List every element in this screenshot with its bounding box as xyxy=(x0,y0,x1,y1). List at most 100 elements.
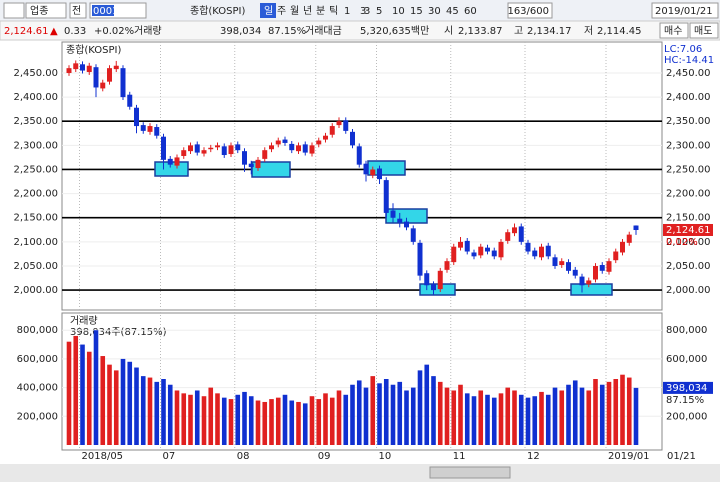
period: 분 xyxy=(316,5,325,17)
y-tick-label: 2,350.00 xyxy=(13,116,58,127)
volume-bar xyxy=(343,394,349,445)
volume-bar xyxy=(221,397,227,445)
volume-bar xyxy=(397,381,403,445)
y-tick-label-right: 2,250.00 xyxy=(666,164,711,175)
volume-tick-label: 400,000 xyxy=(17,383,58,394)
volume-bar xyxy=(437,381,443,445)
candle-body xyxy=(181,150,187,156)
candle-body xyxy=(471,252,477,257)
price-panel xyxy=(61,41,663,311)
volume-bar xyxy=(491,397,497,445)
candle-body xyxy=(113,65,119,70)
candle-body xyxy=(86,65,92,73)
info-change: 0.33 xyxy=(64,26,86,37)
code: 0001 xyxy=(93,6,118,17)
volume-bar xyxy=(417,370,423,445)
candle-body xyxy=(228,145,234,155)
market-select[interactable] xyxy=(25,2,67,19)
volume-bar xyxy=(431,376,436,445)
mode-button[interactable] xyxy=(69,2,87,19)
highlight-box xyxy=(251,161,291,178)
interval: 5 xyxy=(376,6,382,17)
volume-bar xyxy=(127,361,133,445)
volume-bar xyxy=(356,380,362,445)
volume-bar xyxy=(269,399,274,445)
candle-body xyxy=(626,234,632,243)
candle-body xyxy=(161,136,166,160)
candle-body xyxy=(275,140,281,145)
candle-body xyxy=(620,241,625,253)
volume-bar xyxy=(471,396,477,445)
candle-body xyxy=(518,226,524,242)
volume-bar xyxy=(107,364,112,445)
market: 업종 xyxy=(30,4,48,17)
volume-bar xyxy=(255,400,261,445)
candle-body xyxy=(606,261,612,272)
sell-button[interactable] xyxy=(689,22,719,39)
volume-bar xyxy=(296,401,301,445)
volume-bar xyxy=(350,384,355,445)
candle-body xyxy=(269,145,274,150)
candle-body xyxy=(613,251,619,261)
x-tick-label: 2019/01 xyxy=(608,451,650,462)
volume-bar xyxy=(235,394,241,445)
candle-body xyxy=(485,247,490,252)
interval: 10 xyxy=(392,6,405,17)
period-active[interactable] xyxy=(260,3,276,18)
date-box[interactable] xyxy=(651,2,719,19)
candle-body xyxy=(235,144,241,151)
end-date: 01/21 xyxy=(667,451,696,462)
volume-bar xyxy=(606,381,612,445)
candle-body xyxy=(498,241,504,258)
buy: 매수 xyxy=(664,25,682,37)
scroll-thumb[interactable] xyxy=(429,466,511,479)
interval: 15 xyxy=(410,6,423,17)
volume-bar xyxy=(579,387,585,445)
volume-bar xyxy=(370,376,376,445)
menu-button[interactable] xyxy=(3,2,25,19)
info-amount: 5,320,635백만 xyxy=(360,25,429,37)
y-tick-label: 2,100.00 xyxy=(13,237,58,248)
candle-body xyxy=(215,145,220,148)
candle-body xyxy=(370,169,376,176)
volume-bar xyxy=(525,397,531,445)
candle-body xyxy=(390,210,396,218)
candle-body xyxy=(107,68,112,82)
candle-body xyxy=(525,242,531,252)
y-tick-label-right: 2,450.00 xyxy=(666,68,711,79)
info-change-pct: +0.02% xyxy=(94,26,134,37)
volume-bar xyxy=(167,384,173,445)
candle-body xyxy=(356,146,362,165)
volume-bar xyxy=(424,364,430,445)
candle-body xyxy=(120,68,126,98)
range: 163/600 xyxy=(507,6,549,17)
interval: 60 xyxy=(464,6,477,17)
volume-bar xyxy=(174,390,180,445)
mode: 전 xyxy=(72,5,81,17)
y-tick-label: 2,250.00 xyxy=(13,164,58,175)
interval: 30 xyxy=(428,6,441,17)
candle-body xyxy=(100,82,106,89)
info-bar xyxy=(0,20,720,41)
x-tick-label: 12 xyxy=(527,451,540,462)
candle-body xyxy=(154,127,160,136)
volume-bar xyxy=(552,387,558,445)
info-open-label: 시 xyxy=(444,25,453,37)
last-change-label: 0.02% xyxy=(666,237,698,248)
volume-bar xyxy=(140,376,146,445)
x-tick-label: 07 xyxy=(163,451,176,462)
x-tick-label: 10 xyxy=(379,451,392,462)
candle-body xyxy=(552,257,558,266)
period: 틱 xyxy=(329,5,338,17)
volume-bar xyxy=(498,393,504,445)
volume-bar xyxy=(302,403,308,445)
code-highlight xyxy=(92,5,114,16)
volume-bar xyxy=(120,358,126,445)
volume-bar xyxy=(309,396,315,445)
volume-bar xyxy=(194,390,200,445)
volume-bar xyxy=(464,393,470,445)
interval: 45 xyxy=(446,6,459,17)
scrollbar[interactable] xyxy=(0,464,720,482)
buy-button[interactable] xyxy=(659,22,689,39)
candle-body xyxy=(221,146,227,156)
